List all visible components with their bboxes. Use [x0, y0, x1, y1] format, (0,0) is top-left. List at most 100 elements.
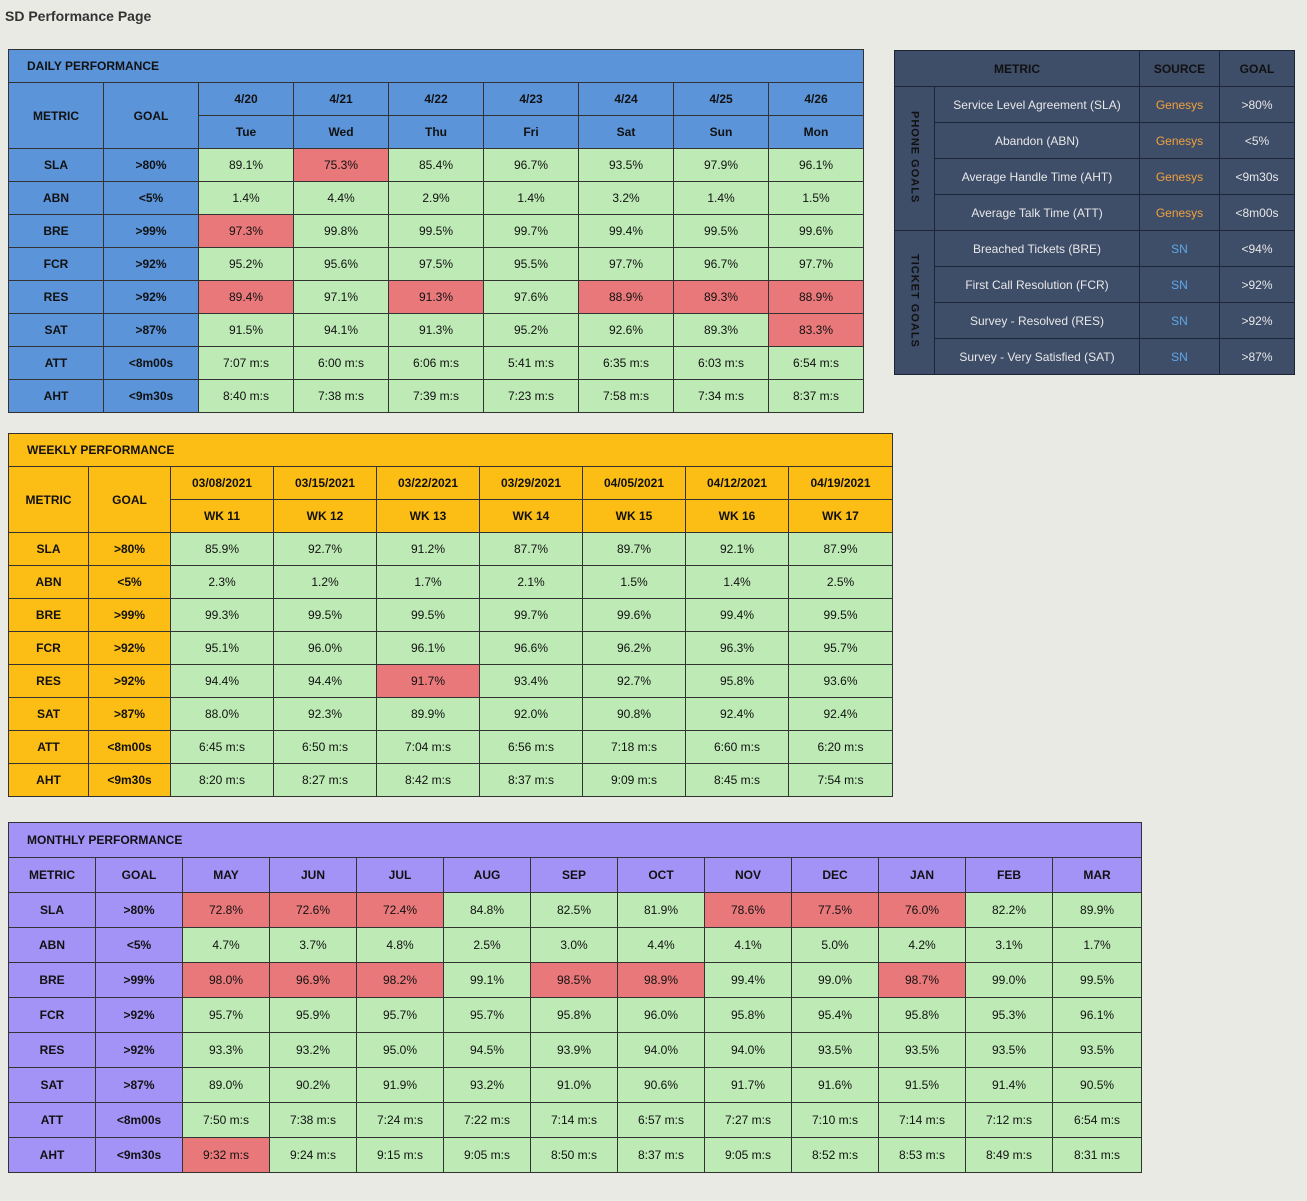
table-row: ATT <8m00s 7:50 m:s 7:38 m:s 7:24 m:s 7:22 m:… — [8, 1102, 1143, 1138]
value-cell: 99.6% — [582, 598, 686, 632]
value-cell: 97.5% — [388, 247, 484, 281]
value-cell: 1.2% — [273, 565, 377, 599]
value-cell: 99.4% — [578, 214, 674, 248]
value-cell: 92.0% — [479, 697, 583, 731]
goal-row: TICKET GOALS Breached Tickets (BRE) SN <94% — [894, 230, 1295, 375]
value-cell: 93.5% — [878, 1032, 966, 1068]
value-cell: 2.9% — [388, 181, 484, 215]
metric-cell: SLA — [8, 532, 89, 566]
value-cell: 95.7% — [182, 997, 270, 1033]
metric-cell: ATT — [8, 730, 89, 764]
value-cell: 93.9% — [530, 1032, 618, 1068]
value-cell: 9:15 m:s — [356, 1137, 444, 1173]
metric-cell: SAT — [8, 697, 89, 731]
column-month-header: JUL — [356, 857, 444, 893]
value-cell: 94.0% — [617, 1032, 705, 1068]
goal-cell: >80% — [103, 148, 199, 182]
goal-cell: >92% — [88, 664, 171, 698]
value-cell: 93.6% — [788, 664, 893, 698]
goal-metric-name: Survey - Very Satisfied (SAT) — [934, 338, 1140, 375]
goal-source: SN — [1139, 302, 1220, 339]
goal-source: SN — [1139, 266, 1220, 303]
column-date-header: 4/24 — [578, 82, 674, 116]
metric-cell: SLA — [8, 892, 96, 928]
value-cell: 93.5% — [578, 148, 674, 182]
value-cell: 95.0% — [356, 1032, 444, 1068]
value-cell: 4.4% — [617, 927, 705, 963]
value-cell: 7:12 m:s — [965, 1102, 1053, 1138]
table-row: SLA >80% 85.9% 92.7% 91.2% 87.7% 89.7% 92.1% 87.… — [8, 532, 893, 566]
column-month-header: MAY — [182, 857, 270, 893]
value-cell: 93.2% — [443, 1067, 531, 1103]
value-cell: 89.3% — [673, 313, 769, 347]
goals-panel: METRIC SOURCE GOAL PHONE GOALS Service Level… — [894, 50, 1295, 375]
table-row: ATT <8m00s 6:45 m:s 6:50 m:s 7:04 m:s 6:56 m:… — [8, 730, 893, 764]
value-cell: 99.8% — [293, 214, 389, 248]
value-cell: 96.1% — [376, 631, 480, 665]
value-cell: 2.3% — [170, 565, 274, 599]
value-cell: 93.5% — [965, 1032, 1053, 1068]
value-cell: 91.5% — [198, 313, 294, 347]
metric-cell: SAT — [8, 313, 104, 347]
column-month-header: JUN — [269, 857, 357, 893]
value-cell: 99.7% — [479, 598, 583, 632]
value-cell: 8:50 m:s — [530, 1137, 618, 1173]
table-row: ABN <5% 2.3% 1.2% 1.7% 2.1% 1.5% 1.4% 2.5% — [8, 565, 893, 599]
value-cell: 9:24 m:s — [269, 1137, 357, 1173]
value-cell: 99.7% — [483, 214, 579, 248]
goal-cell: <9m30s — [88, 763, 171, 797]
value-cell: 84.8% — [443, 892, 531, 928]
value-cell: 81.9% — [617, 892, 705, 928]
value-cell-below-goal: 78.6% — [704, 892, 792, 928]
column-date-header: 03/15/2021 — [273, 466, 377, 500]
column-week-header: WK 13 — [376, 499, 480, 533]
value-cell: 6:54 m:s — [768, 346, 864, 380]
value-cell: 6:45 m:s — [170, 730, 274, 764]
goal-cell: >87% — [95, 1067, 183, 1103]
value-cell: 7:18 m:s — [582, 730, 686, 764]
value-cell: 96.3% — [685, 631, 789, 665]
value-cell: 6:54 m:s — [1051, 1102, 1143, 1138]
value-cell: 1.4% — [685, 565, 789, 599]
value-cell: 3.2% — [578, 181, 674, 215]
metric-cell: RES — [8, 664, 89, 698]
value-cell: 90.8% — [582, 697, 686, 731]
value-cell: 99.4% — [685, 598, 789, 632]
table-row: AHT <9m30s 9:32 m:s 9:24 m:s 9:15 m:s 9:05 m:… — [8, 1137, 1143, 1173]
value-cell: 7:38 m:s — [269, 1102, 357, 1138]
column-date-header: 03/08/2021 — [170, 466, 274, 500]
table-row: RES >92% 89.4% 97.1% 91.3% 97.6% 88.9% 89.3% 88.… — [8, 280, 864, 314]
goal-target: >87% — [1219, 338, 1295, 375]
value-cell: 89.0% — [182, 1067, 270, 1103]
value-cell: 5:41 m:s — [483, 346, 579, 380]
column-day-header: Tue — [198, 115, 294, 149]
goal-cell: <8m00s — [88, 730, 171, 764]
goal-cell: >99% — [88, 598, 171, 632]
value-cell-below-goal: 98.7% — [878, 962, 966, 998]
value-cell: 95.8% — [704, 997, 792, 1033]
column-day-header: Fri — [483, 115, 579, 149]
goal-row: Survey - Resolved (RES) SN >92% — [895, 302, 1295, 339]
goal-source: SN — [1139, 338, 1220, 375]
metric-cell: BRE — [8, 962, 96, 998]
value-cell: 6:50 m:s — [273, 730, 377, 764]
value-cell: 8:49 m:s — [965, 1137, 1053, 1173]
value-cell: 89.1% — [198, 148, 294, 182]
goal-cell: <5% — [103, 181, 199, 215]
value-cell: 3.1% — [965, 927, 1053, 963]
column-week-header: WK 11 — [170, 499, 274, 533]
value-cell: 6:60 m:s — [685, 730, 789, 764]
value-cell: 82.2% — [965, 892, 1053, 928]
value-cell: 6:06 m:s — [388, 346, 484, 380]
value-cell: 3.0% — [530, 927, 618, 963]
goal-group-label: TICKET GOALS — [894, 230, 935, 375]
table-row: FCR >92% 95.7% 95.9% 95.7% 95.7% 95.8% 96.0% 95.… — [8, 997, 1143, 1033]
table-row: FCR >92% 95.2% 95.6% 97.5% 95.5% 97.7% 96.7% 97.… — [8, 247, 864, 281]
value-cell: 7:34 m:s — [673, 379, 769, 413]
value-cell: 3.7% — [269, 927, 357, 963]
value-cell: 91.9% — [356, 1067, 444, 1103]
column-date-header: 4/23 — [483, 82, 579, 116]
value-cell: 96.7% — [483, 148, 579, 182]
goals-metric-header: METRIC — [894, 50, 1140, 87]
goal-cell: <8m00s — [103, 346, 199, 380]
